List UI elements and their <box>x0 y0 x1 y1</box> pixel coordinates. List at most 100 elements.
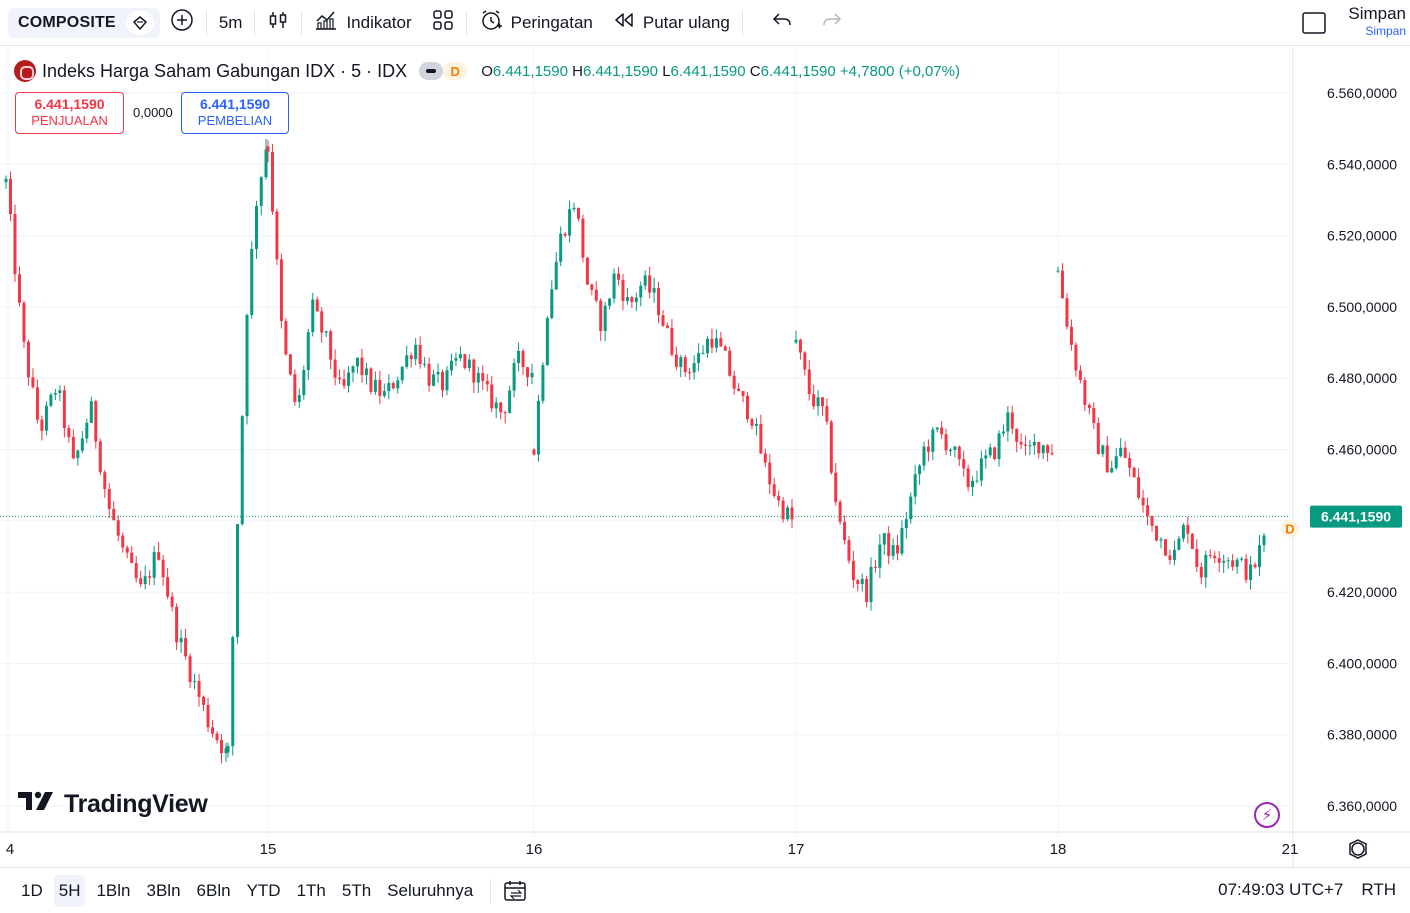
candle-body <box>940 427 944 435</box>
divider <box>205 10 207 35</box>
range-button[interactable]: 1D <box>21 880 43 900</box>
candle-body <box>44 405 48 431</box>
candle-body <box>378 380 382 396</box>
range-button[interactable]: 3Bln <box>146 880 181 900</box>
range-button[interactable]: Seluruhnya <box>387 880 474 900</box>
candle-body <box>1231 560 1235 567</box>
candle-body <box>979 458 983 481</box>
candle-body <box>94 401 98 442</box>
candle-body <box>585 257 589 285</box>
buy-label: PEMBELIAN <box>197 113 273 128</box>
candle-body <box>710 338 714 348</box>
candle-body <box>926 446 930 452</box>
interval-button[interactable]: 5m <box>209 0 253 46</box>
range-buttons: 1D 5H 1Bln 3Bln 6Bln YTD 1Th 5Th Seluruhnya <box>10 874 478 907</box>
candle-body <box>1110 468 1114 473</box>
candle-body <box>441 371 445 391</box>
symbol-search-button[interactable]: COMPOSITE <box>8 7 160 38</box>
candle-body <box>1159 539 1163 541</box>
candle-body <box>1123 447 1127 458</box>
last-price-label: 6.441,1590 <box>1321 509 1391 525</box>
candle-body <box>688 372 692 374</box>
lightning-icon[interactable]: ⚡ <box>1254 802 1280 828</box>
alerts-button[interactable]: Peringatan <box>469 0 603 46</box>
candle-body <box>1155 525 1159 541</box>
candle-body <box>1028 445 1032 447</box>
candle-body <box>67 428 71 438</box>
candle-body <box>683 357 687 373</box>
candle-body <box>351 366 355 373</box>
range-button[interactable]: 5H <box>53 874 86 907</box>
candle-body <box>1001 431 1005 434</box>
candle-body <box>737 388 741 392</box>
candle-body <box>1024 444 1028 446</box>
hide-series-icon[interactable] <box>419 62 444 80</box>
alerts-label: Peringatan <box>510 12 593 32</box>
candle-body <box>517 350 521 364</box>
fullscreen-button[interactable] <box>1302 12 1326 39</box>
candle-body <box>599 300 603 332</box>
layouts-button[interactable] <box>422 0 464 46</box>
candle-body <box>409 355 413 360</box>
candle-body <box>608 298 612 306</box>
chart-type-button[interactable] <box>257 0 299 46</box>
candle-body <box>231 637 235 747</box>
candle-body <box>387 383 391 392</box>
candle-body <box>170 596 174 607</box>
candle-body <box>634 297 638 303</box>
sell-price: 6.441,1590 <box>34 96 105 112</box>
indicators-button[interactable]: Indikator <box>304 0 421 46</box>
candle-body <box>692 363 696 373</box>
candle-body <box>630 297 634 303</box>
add-symbol-button[interactable] <box>160 0 204 46</box>
save-button[interactable]: Simpan Simpan <box>1348 4 1406 38</box>
redo-button[interactable] <box>809 0 855 46</box>
range-button[interactable]: 1Th <box>296 880 326 900</box>
rewind-icon <box>613 10 635 35</box>
candle-body <box>993 447 997 460</box>
candle-body <box>206 704 210 728</box>
candle-body <box>112 508 116 521</box>
series-legend: Indeks Harga Saham Gabungan IDX · 5 · ID… <box>14 60 960 82</box>
candle-body <box>1195 548 1199 567</box>
undo-button[interactable] <box>745 0 809 46</box>
timezone-button[interactable]: 07:49:03 UTC+7 <box>1218 880 1344 899</box>
candle-body <box>250 248 254 315</box>
candle-body <box>1078 370 1082 381</box>
candle-body <box>1222 560 1226 563</box>
chart-pane[interactable]: 6.360,0000 6.380,0000 6.400,0000 6.420,0000… <box>0 47 1410 867</box>
candle-body <box>1006 412 1010 432</box>
range-button[interactable]: 5Th <box>341 880 372 900</box>
y-tick-label: 6.560,0000 <box>1327 85 1397 101</box>
candle-body <box>148 576 152 578</box>
candle-body <box>1199 566 1203 578</box>
candle-body <box>834 472 838 502</box>
symbol-name: COMPOSITE <box>18 13 116 31</box>
candle-body <box>1146 505 1150 516</box>
session-button[interactable]: RTH <box>1361 880 1396 899</box>
candle-body <box>820 397 824 407</box>
replay-button[interactable]: Putar ulang <box>603 0 740 46</box>
candle-body <box>1041 445 1045 454</box>
tradingview-logo[interactable]: TradingView <box>18 790 208 819</box>
sell-button[interactable]: 6.441,1590 PENJUALAN <box>15 92 124 134</box>
candle-body <box>984 455 988 459</box>
candle-body <box>414 344 418 360</box>
grid-icon <box>432 9 454 36</box>
candle-body <box>648 275 652 293</box>
candle-body <box>1015 428 1019 442</box>
range-button[interactable]: 6Bln <box>196 880 231 900</box>
x-tick-label: 15 <box>260 841 277 858</box>
range-button[interactable]: YTD <box>246 880 281 900</box>
diamond-icon[interactable] <box>125 10 154 35</box>
candle-body <box>320 311 324 333</box>
candle-body <box>1253 564 1257 568</box>
price-chart[interactable]: 6.360,0000 6.380,0000 6.400,0000 6.420,0000… <box>0 47 1410 867</box>
buy-button[interactable]: 6.441,1590 PEMBELIAN <box>181 92 289 134</box>
candle-body <box>777 495 781 501</box>
candle-body <box>953 446 957 450</box>
candle-body <box>652 288 656 293</box>
date-range-icon[interactable] <box>503 879 529 903</box>
candle-body <box>1065 298 1069 327</box>
range-button[interactable]: 1Bln <box>96 880 131 900</box>
